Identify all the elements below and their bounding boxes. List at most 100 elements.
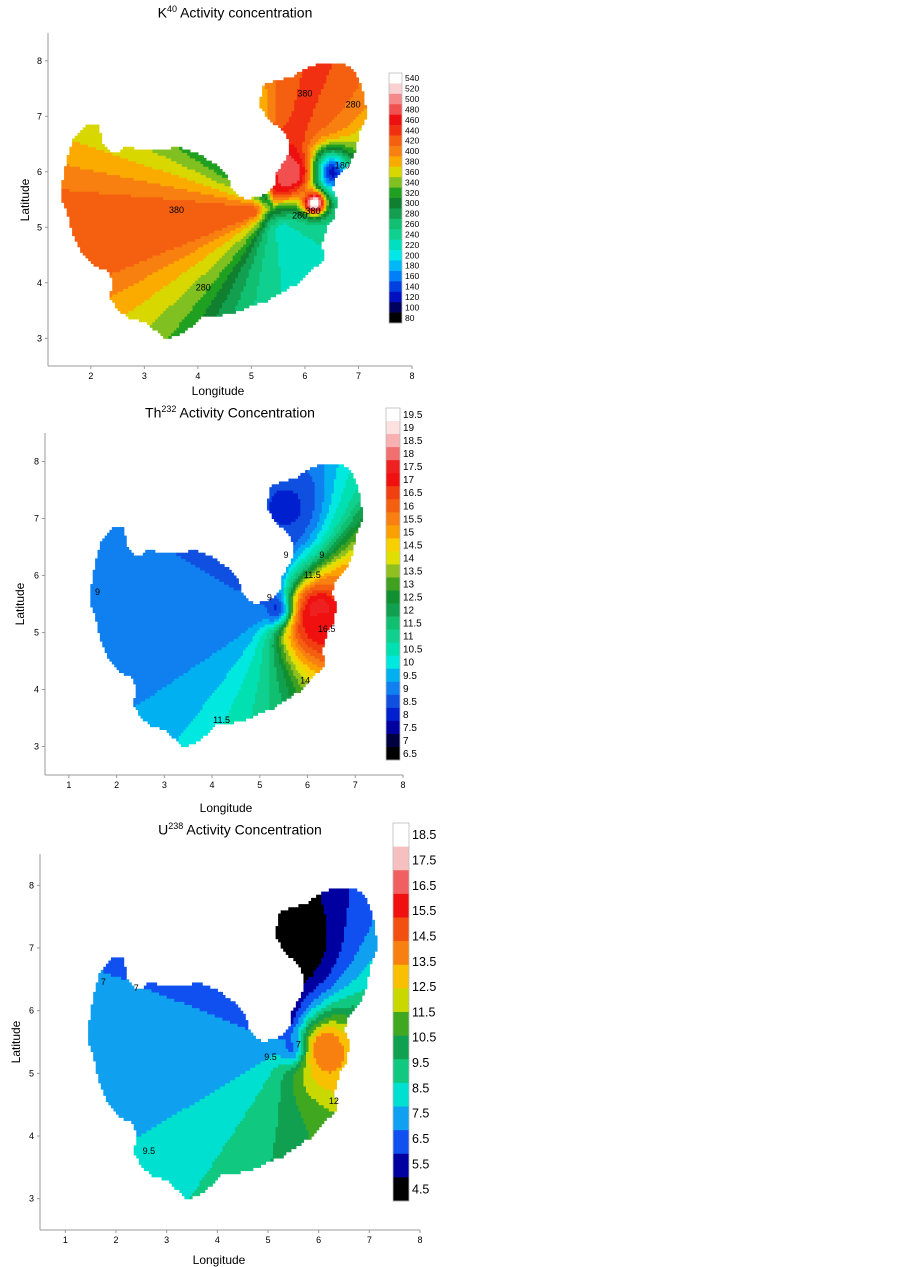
heatmap-cell bbox=[192, 171, 196, 176]
heatmap-cell bbox=[128, 266, 132, 270]
heatmap-cell bbox=[147, 243, 151, 248]
heatmap-cell bbox=[133, 152, 137, 156]
heatmap-cell bbox=[203, 174, 207, 178]
heatmap-cell bbox=[85, 205, 89, 209]
heatmap-cell bbox=[171, 268, 175, 273]
heatmap-cell bbox=[136, 243, 140, 248]
heatmap-cell bbox=[98, 243, 103, 248]
heatmap-cell bbox=[264, 85, 269, 90]
heatmap-cell bbox=[246, 202, 250, 206]
heatmap-cell bbox=[152, 174, 156, 178]
heatmap-cell bbox=[128, 257, 132, 262]
heatmap-cell bbox=[294, 252, 298, 256]
heatmap-cell bbox=[101, 185, 105, 189]
heatmap-cell bbox=[96, 185, 100, 189]
heatmap-cell bbox=[144, 199, 148, 203]
heatmap-cell bbox=[272, 246, 277, 251]
heatmap-cell bbox=[240, 218, 244, 223]
heatmap-cell bbox=[130, 205, 135, 209]
heatmap-cell bbox=[128, 168, 132, 173]
heatmap-cell bbox=[117, 274, 121, 278]
heatmap-cell bbox=[187, 246, 191, 251]
heatmap-cell bbox=[165, 235, 170, 239]
heatmap-cell bbox=[85, 146, 89, 151]
heatmap-cell bbox=[213, 252, 218, 256]
heatmap-cell bbox=[235, 268, 239, 273]
heatmap-cell bbox=[157, 221, 162, 226]
heatmap-cell bbox=[163, 168, 167, 173]
heatmap-cell bbox=[205, 235, 210, 239]
heatmap-cell bbox=[221, 210, 226, 214]
heatmap-cell bbox=[171, 332, 175, 337]
heatmap-cell bbox=[275, 213, 279, 217]
heatmap-cell bbox=[149, 235, 153, 239]
heatmap-cell bbox=[288, 168, 293, 173]
heatmap-cell bbox=[294, 74, 298, 78]
heatmap-cell bbox=[117, 277, 121, 281]
heatmap-cell bbox=[122, 174, 127, 178]
heatmap-cell bbox=[224, 196, 228, 201]
heatmap-cell bbox=[240, 241, 244, 245]
heatmap-cell bbox=[240, 279, 244, 284]
heatmap-cell bbox=[230, 288, 234, 292]
heatmap-cell bbox=[163, 277, 167, 281]
heatmap-cell bbox=[90, 141, 95, 145]
heatmap-cell bbox=[294, 77, 298, 81]
heatmap-cell bbox=[160, 243, 164, 248]
heatmap-cell bbox=[195, 279, 199, 284]
heatmap-cell bbox=[208, 191, 212, 195]
heatmap-cell bbox=[272, 193, 277, 198]
heatmap-cell bbox=[139, 163, 143, 167]
heatmap-cell bbox=[184, 285, 188, 289]
heatmap-cell bbox=[267, 291, 271, 295]
heatmap-cell bbox=[141, 213, 145, 217]
heatmap-cell bbox=[141, 307, 145, 312]
heatmap-cell bbox=[98, 207, 103, 212]
heatmap-cell bbox=[74, 155, 79, 159]
heatmap-cell bbox=[275, 282, 279, 287]
heatmap-cell bbox=[184, 230, 188, 234]
heatmap-cell bbox=[262, 210, 266, 214]
heatmap-cell bbox=[264, 288, 269, 292]
heatmap-cell bbox=[98, 260, 103, 264]
heatmap-cell bbox=[112, 224, 116, 228]
heatmap-cell bbox=[243, 249, 247, 253]
heatmap-cell bbox=[286, 177, 290, 181]
heatmap-cell bbox=[80, 130, 84, 134]
heatmap-cell bbox=[275, 257, 279, 262]
heatmap-cell bbox=[288, 130, 293, 134]
heatmap-cell bbox=[136, 177, 140, 181]
heatmap-cell bbox=[197, 180, 202, 184]
heatmap-cell bbox=[264, 227, 269, 231]
heatmap-cell bbox=[90, 177, 95, 181]
heatmap-cell bbox=[117, 210, 121, 214]
heatmap-cell bbox=[203, 271, 207, 276]
heatmap-cell bbox=[80, 230, 84, 234]
heatmap-cell bbox=[238, 227, 242, 231]
heatmap-cell bbox=[90, 205, 95, 209]
heatmap-cell bbox=[213, 188, 218, 192]
heatmap-cell bbox=[139, 166, 143, 170]
heatmap-cell bbox=[181, 202, 186, 206]
heatmap-cell bbox=[248, 205, 253, 209]
heatmap-cell bbox=[227, 196, 231, 201]
heatmap-cell bbox=[240, 213, 244, 217]
heatmap-cell bbox=[248, 293, 253, 298]
heatmap-cell bbox=[147, 224, 151, 228]
heatmap-cell bbox=[248, 299, 253, 303]
heatmap-cell bbox=[299, 182, 303, 187]
heatmap-cell bbox=[128, 285, 132, 289]
heatmap-cell bbox=[88, 227, 92, 231]
heatmap-cell bbox=[168, 157, 172, 162]
heatmap-cell bbox=[270, 263, 274, 267]
heatmap-cell bbox=[168, 238, 172, 242]
heatmap-cell bbox=[246, 218, 250, 223]
heatmap-cell bbox=[74, 141, 79, 145]
heatmap-cell bbox=[85, 199, 89, 203]
heatmap-cell bbox=[211, 235, 215, 239]
heatmap-cell bbox=[122, 285, 127, 289]
heatmap-cell bbox=[168, 227, 172, 231]
heatmap-cell bbox=[248, 235, 253, 239]
heatmap-cell bbox=[238, 210, 242, 214]
heatmap-cell bbox=[189, 193, 194, 198]
